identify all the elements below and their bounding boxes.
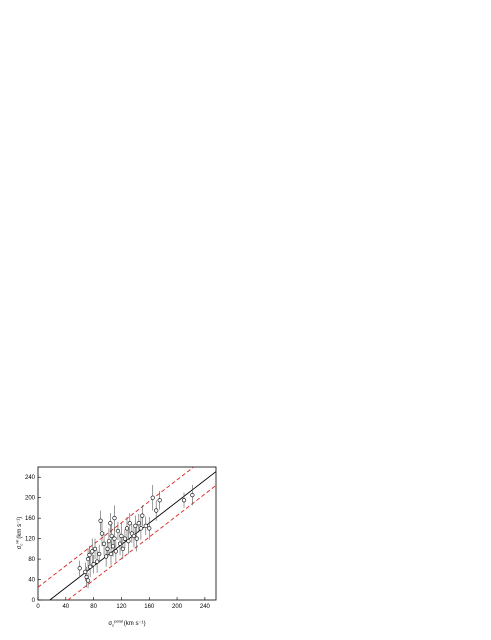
data-point (95, 559, 100, 564)
data-point (90, 549, 95, 554)
data-point (119, 533, 124, 539)
x-sup: petal (114, 619, 123, 624)
data-point (101, 541, 107, 546)
data-point (140, 513, 145, 518)
data-point (150, 495, 155, 500)
data-point (104, 554, 109, 559)
data-point (84, 574, 89, 580)
data-point (127, 521, 132, 526)
fit-line (38, 467, 195, 588)
x-tick-label: 240 (200, 604, 211, 610)
x-axis-label: σcpetal(km s⁻¹) (108, 619, 145, 628)
data-point (147, 526, 152, 531)
y-tick-label: 0 (32, 598, 36, 604)
data-point (117, 541, 123, 546)
data-point (110, 544, 116, 549)
data-point (92, 546, 98, 551)
data-point (108, 521, 113, 526)
y-sub: c (19, 544, 24, 546)
data-point (181, 498, 187, 503)
data-point (124, 526, 130, 531)
x-tick-label: 120 (116, 604, 127, 610)
data-point (88, 564, 93, 569)
data-point (112, 516, 117, 521)
y-tick-label: 40 (28, 578, 35, 584)
x-tick-label: 200 (172, 604, 183, 610)
y-tick-label: 200 (25, 496, 36, 502)
plot-area (38, 467, 216, 600)
data-point (99, 531, 105, 536)
x-symbol: σ (108, 621, 112, 627)
data-point (91, 562, 96, 567)
data-point (108, 551, 114, 557)
data-point (154, 508, 159, 513)
y-tick-label: 80 (28, 557, 35, 563)
data-point (112, 536, 117, 541)
data-point (131, 533, 137, 539)
fit-line (67, 485, 216, 600)
y-axis-label: σcHI(km s⁻¹) (15, 517, 24, 550)
data-point (136, 521, 141, 526)
data-point (134, 536, 139, 541)
data-point (105, 546, 110, 551)
data-point (113, 549, 118, 554)
data-point (109, 533, 114, 539)
data-point (115, 528, 121, 534)
plot-frame (37, 466, 217, 601)
x-unit: (km s⁻¹) (124, 621, 146, 627)
y-symbol: σ (17, 545, 23, 549)
x-tick-label: 80 (90, 604, 97, 610)
y-unit: (km s⁻¹) (17, 517, 23, 539)
data-point (98, 518, 103, 523)
data-point (120, 546, 125, 551)
y-sup: HI (15, 540, 20, 544)
data-point (85, 578, 91, 583)
data-point (126, 539, 131, 544)
data-point (83, 569, 88, 574)
data-point (143, 523, 148, 528)
y-tick-label: 240 (25, 475, 36, 481)
data-point (97, 551, 102, 557)
data-point (138, 526, 144, 531)
data-point (190, 493, 195, 498)
y-tick-label: 160 (25, 516, 36, 522)
data-point (122, 536, 128, 541)
data-point (133, 523, 138, 528)
y-tick-label: 120 (25, 537, 36, 543)
x-tick-label: 0 (36, 604, 40, 610)
x-sub: c (112, 623, 114, 628)
data-point (77, 566, 82, 571)
x-tick-label: 160 (144, 604, 155, 610)
data-point (106, 539, 112, 544)
x-tick-label: 40 (62, 604, 69, 610)
data-point (157, 498, 162, 503)
data-point (87, 552, 92, 558)
